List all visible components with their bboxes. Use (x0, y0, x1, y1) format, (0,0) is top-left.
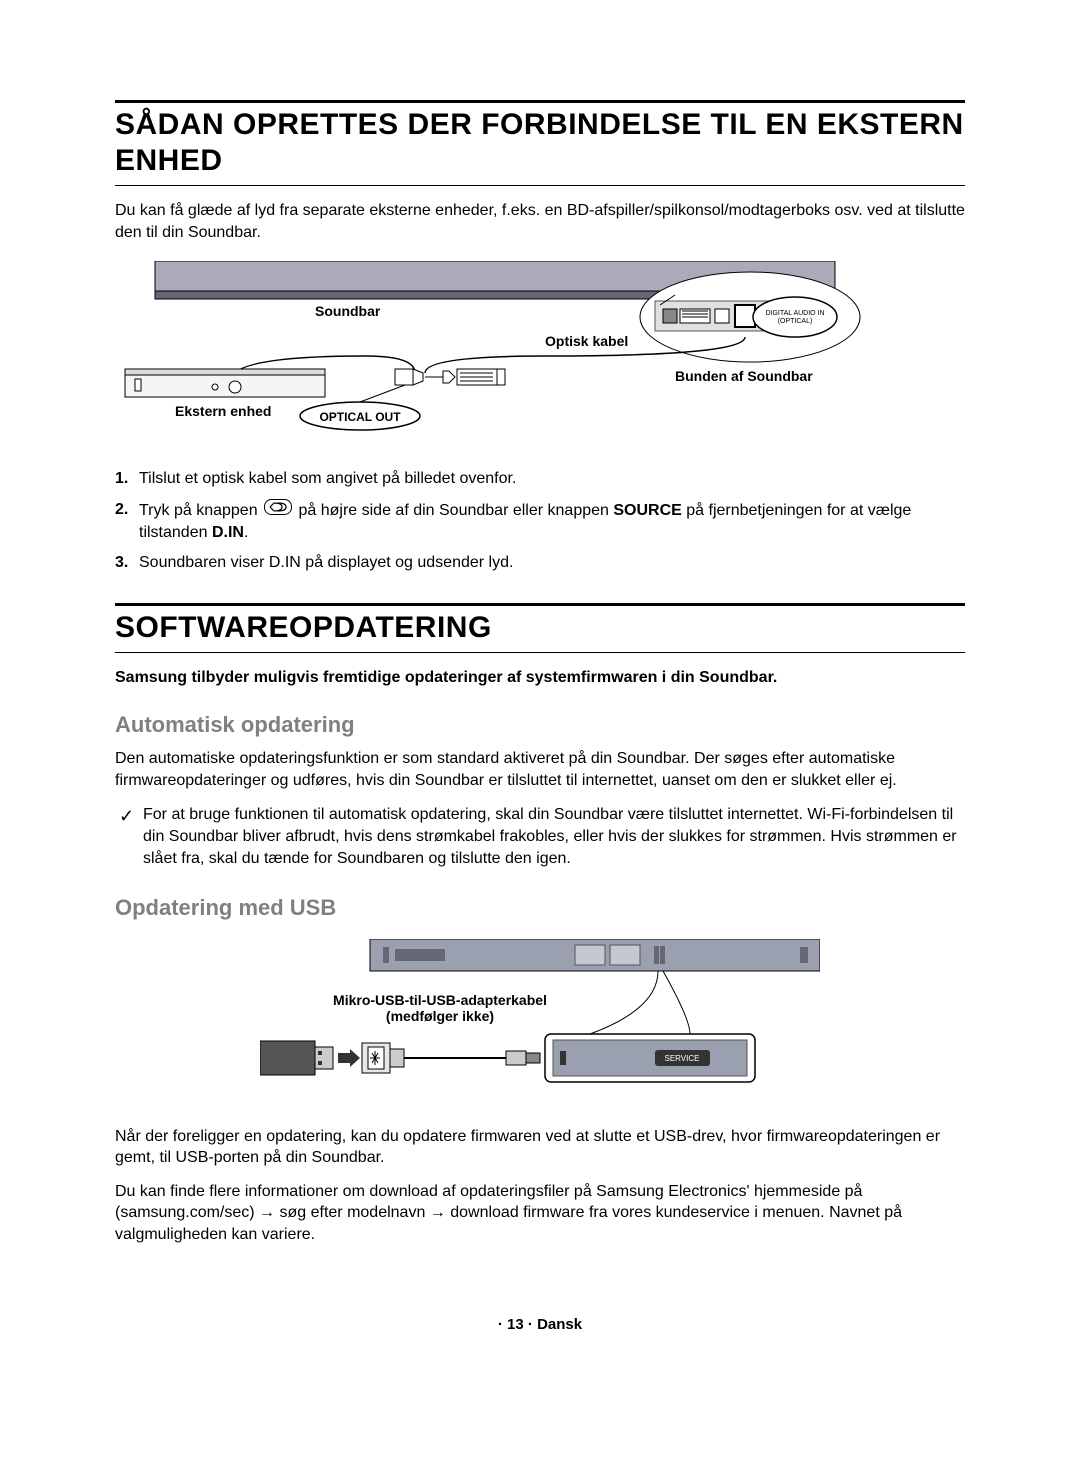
diagram-label-usb-cable: Mikro-USB-til-USB-adapterkabel (333, 992, 547, 1008)
diagram-label-external: Ekstern enhed (175, 403, 271, 419)
diagram-label-digital-audio: DIGITAL AUDIO IN (765, 310, 824, 317)
svg-text:(OPTICAL): (OPTICAL) (778, 318, 813, 325)
step-2: Tryk på knappen på højre side af din Sou… (115, 499, 965, 545)
step2-din: D.IN (212, 524, 244, 541)
diagram-label-bottom: Bunden af Soundbar (675, 368, 813, 384)
auto-update-text: Den automatiske opdateringsfunktion er s… (115, 748, 965, 791)
usb-diagram: SERVICE Mikro-USB-til-USB-adapterkabel (… (115, 939, 965, 1104)
usb-text-2: Du kan finde flere informationer om down… (115, 1181, 965, 1246)
section-rule (115, 100, 965, 103)
diagram-label-service: SERVICE (665, 1054, 700, 1063)
step2-part-d: . (244, 524, 248, 541)
diagram-label-optical-out: OPTICAL OUT (319, 410, 401, 424)
section2-intro: Samsung tilbyder muligvis fremtidige opd… (115, 667, 965, 689)
connection-steps: Tilslut et optisk kabel som angivet på b… (115, 468, 965, 575)
step2-source: SOURCE (613, 502, 681, 519)
step2-part-a: Tryk på knappen (139, 502, 262, 519)
usb-update-heading: Opdatering med USB (115, 895, 965, 921)
diagram-label-optical: Optisk kabel (545, 333, 628, 349)
source-button-icon (264, 499, 292, 522)
connection-diagram: Soundbar DIGITAL AUDIO IN (OPTICAL) Bund… (115, 261, 965, 446)
step-3: Soundbaren viser D.IN på displayet og ud… (115, 552, 965, 574)
section2-title: SOFTWAREOPDATERING (115, 610, 965, 653)
step2-part-b: på højre side af din Soundbar eller knap… (298, 502, 613, 519)
svg-text:(medfølger ikke): (medfølger ikke) (386, 1008, 494, 1024)
page-number: · 13 · (498, 1316, 533, 1333)
page-lang: Dansk (537, 1316, 582, 1333)
diagram-label-soundbar: Soundbar (315, 303, 381, 319)
section1-title: SÅDAN OPRETTES DER FORBINDELSE TIL EN EK… (115, 107, 965, 186)
usb-text-1: Når der foreligger en opdatering, kan du… (115, 1126, 965, 1169)
auto-update-checklist: For at bruge funktionen til automatisk o… (115, 804, 965, 871)
auto-update-heading: Automatisk opdatering (115, 712, 965, 738)
step-1: Tilslut et optisk kabel som angivet på b… (115, 468, 965, 490)
auto-update-check-item: For at bruge funktionen til automatisk o… (115, 804, 965, 871)
section1-intro: Du kan få glæde af lyd fra separate ekst… (115, 200, 965, 243)
section-rule-2 (115, 603, 965, 606)
page-footer: · 13 · Dansk (115, 1316, 965, 1333)
